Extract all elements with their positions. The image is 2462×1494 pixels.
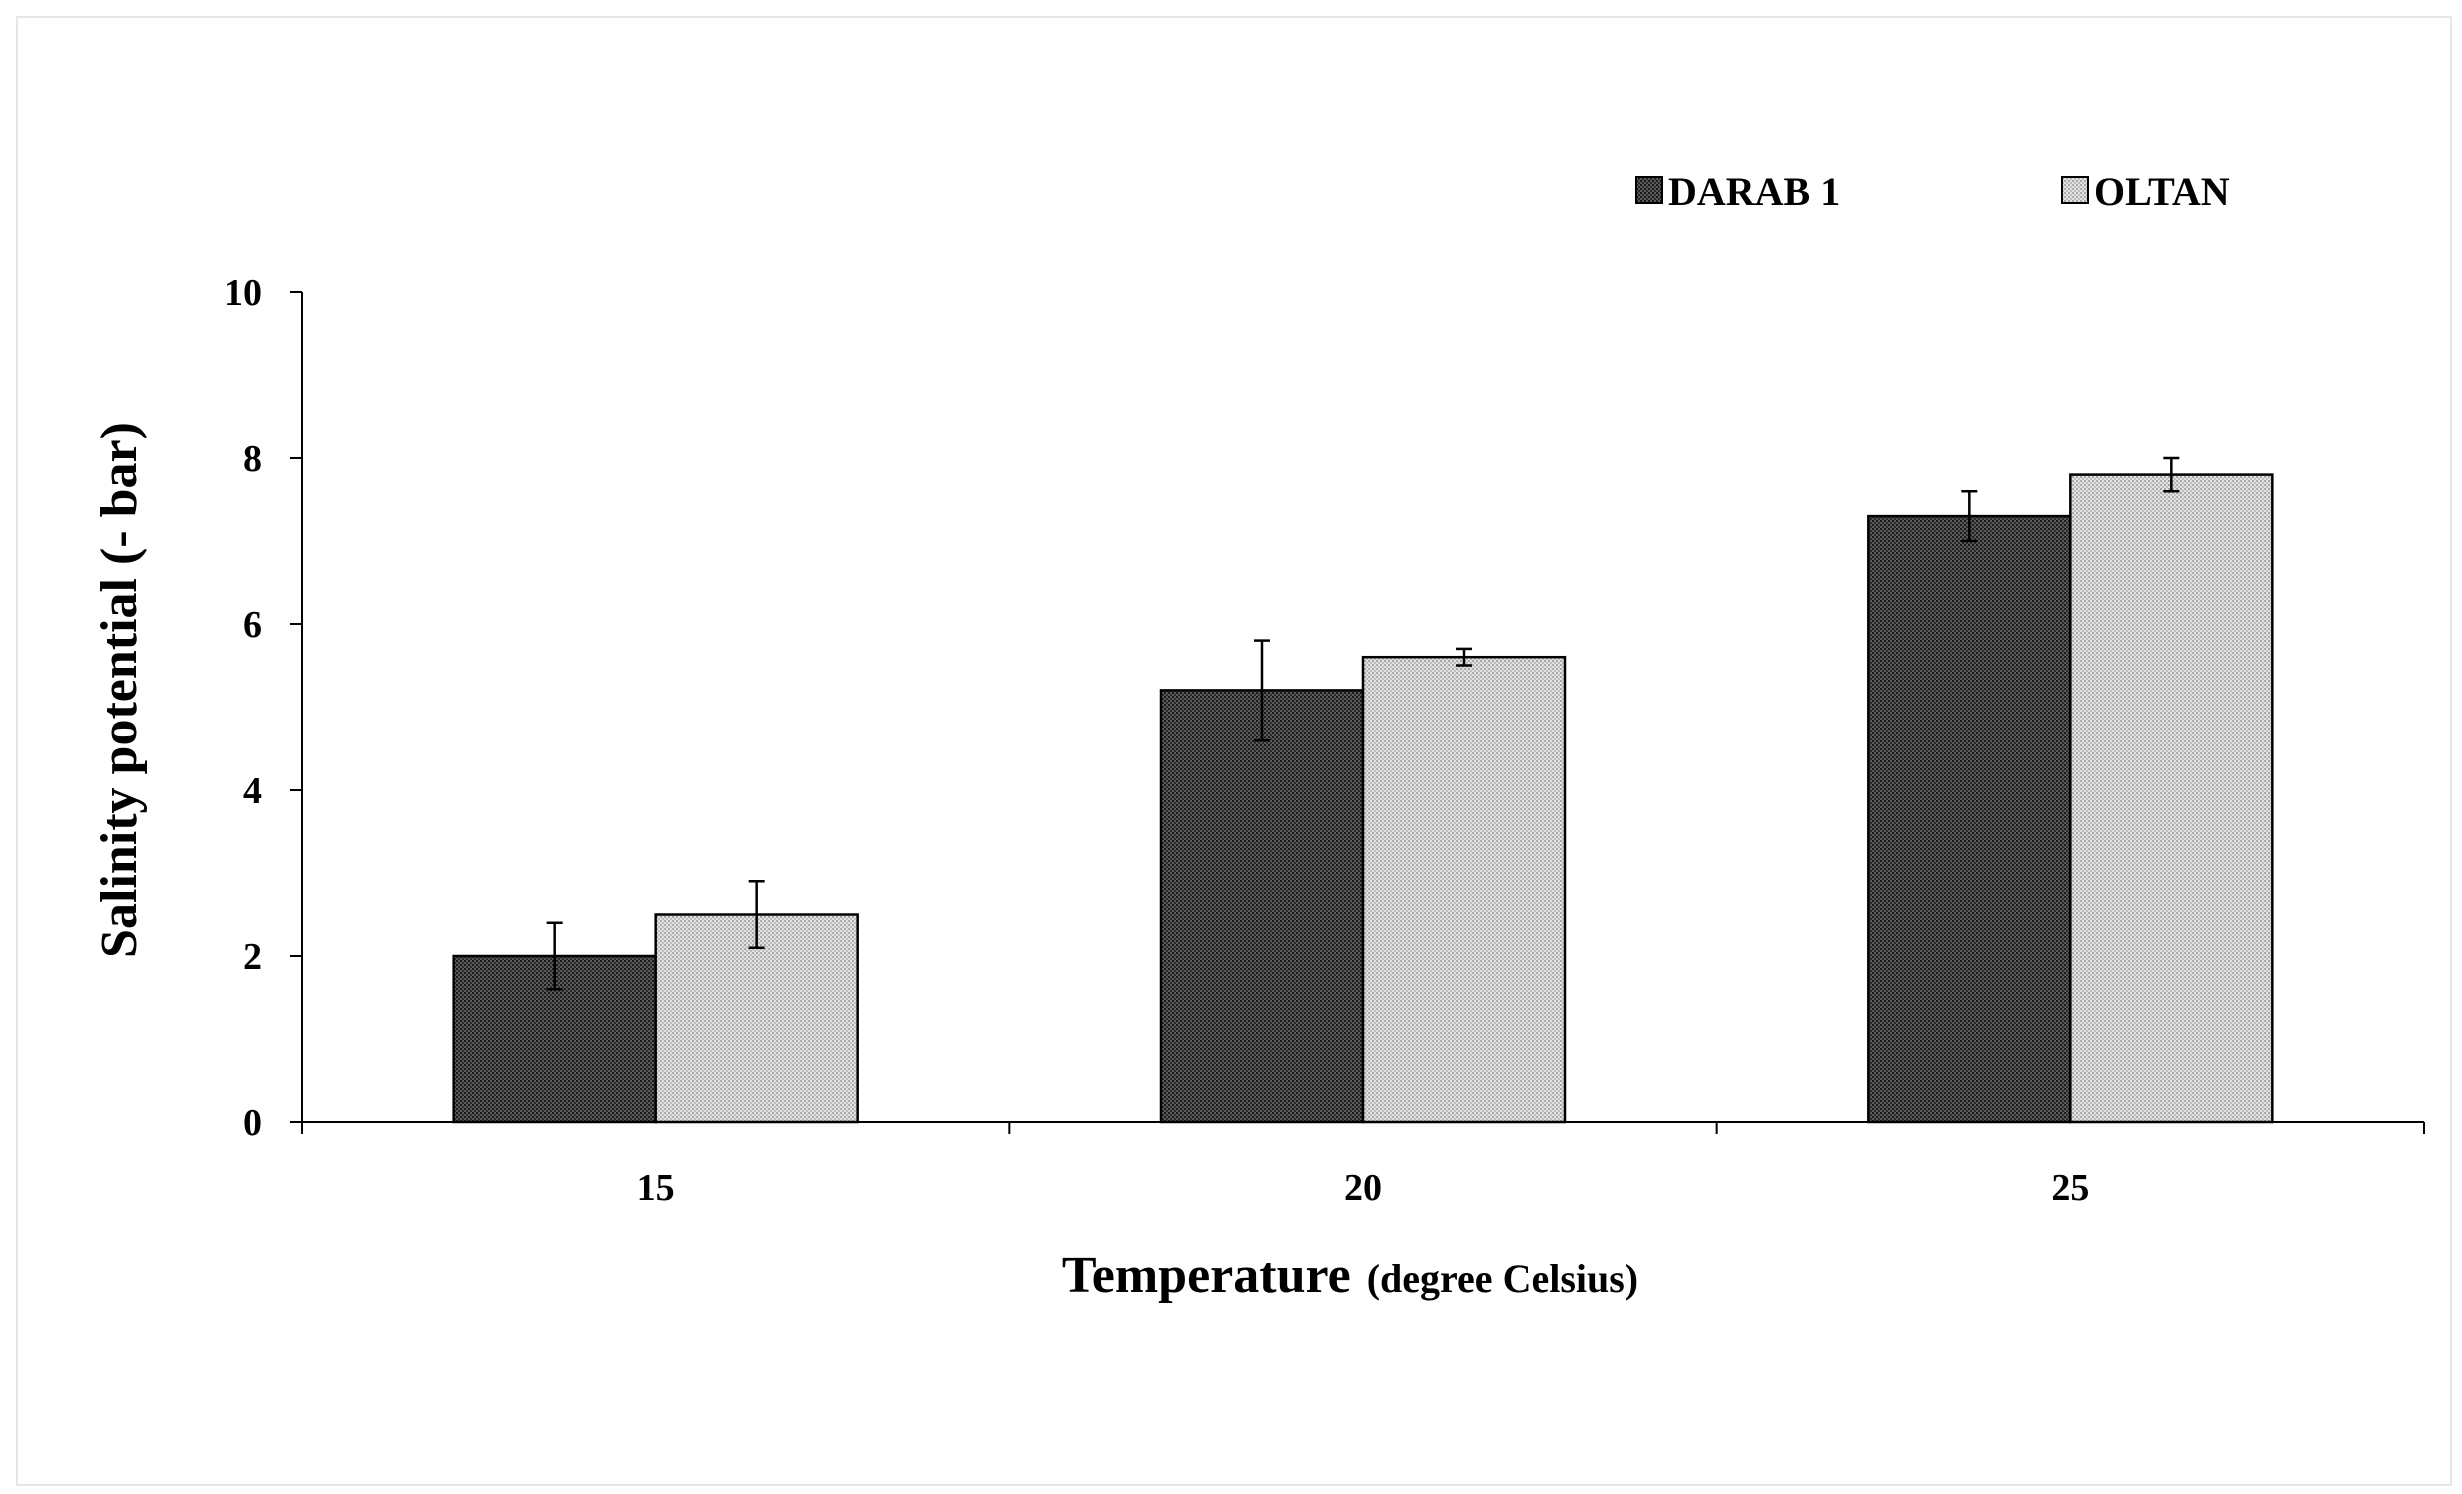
error-bar-darab-1-15 <box>546 921 563 991</box>
bar-oltan-25 <box>2069 473 2274 1124</box>
legend-label: OLTAN <box>2094 169 2230 214</box>
y-tick-label: 6 <box>243 604 262 646</box>
bar-darab-1-20 <box>1159 689 1365 1124</box>
legend: DARAB 1 OLTAN <box>1635 169 2230 214</box>
x-tick-label: 20 <box>1344 1167 1382 1209</box>
legend-item-oltan: OLTAN <box>2061 169 2230 214</box>
axes-group <box>301 292 2424 1123</box>
error-bar-oltan-15 <box>748 880 765 949</box>
x-tick-label: 15 <box>637 1167 675 1209</box>
bars-group <box>452 473 2274 1124</box>
bar-oltan-20 <box>1361 655 1567 1124</box>
x-ticks-group: 15 20 25 <box>301 1122 2425 1209</box>
legend-swatch <box>2061 176 2089 204</box>
error-bar-darab-1-25 <box>1961 489 1978 543</box>
legend-label: DARAB 1 <box>1668 169 1840 214</box>
error-bars-group <box>546 456 2180 991</box>
legend-swatch <box>1635 176 1663 204</box>
bar-darab-1-25 <box>1867 514 2072 1124</box>
y-tick-label: 0 <box>243 1102 262 1144</box>
y-ticks-group: 0 2 4 6 8 10 <box>224 272 302 1144</box>
y-tick-label: 8 <box>243 438 262 480</box>
legend-item-darab-1: DARAB 1 <box>1635 169 1840 214</box>
y-axis-title: Salinity potential (- bar) <box>91 422 148 958</box>
chart-frame <box>16 16 2452 1486</box>
y-tick-label: 10 <box>224 272 262 314</box>
x-axis-title-sub: (degree Celsius) <box>1367 1256 1638 1301</box>
y-tick-label: 2 <box>243 936 262 978</box>
bar-oltan-15 <box>654 913 859 1124</box>
error-bar-darab-1-20 <box>1254 639 1270 742</box>
x-axis-title: Temperature (degree Celsius) <box>1062 1247 1638 1304</box>
error-bar-oltan-20 <box>1456 647 1472 667</box>
x-tick-label: 25 <box>2051 1167 2089 1209</box>
error-bar-oltan-25 <box>2163 456 2180 493</box>
x-axis-title-main: Temperature <box>1062 1247 1351 1304</box>
y-tick-label: 4 <box>243 770 262 812</box>
